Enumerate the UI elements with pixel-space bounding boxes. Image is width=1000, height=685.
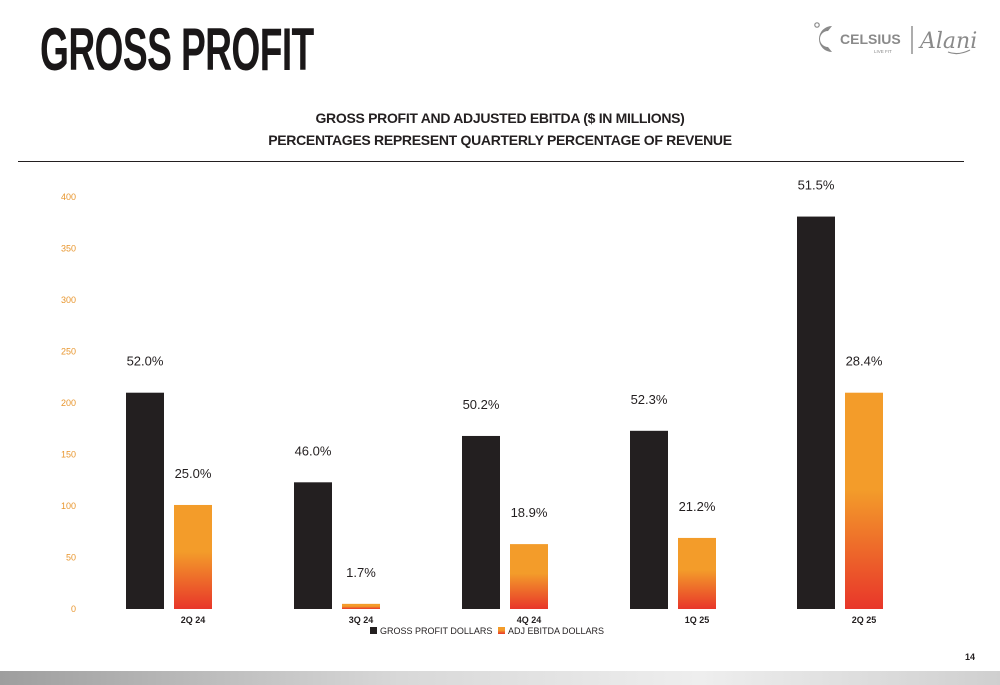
y-tick-label: 400: [61, 192, 76, 202]
gross-profit-bar: [126, 392, 164, 609]
legend-label-adj-ebitda: ADJ EBITDA DOLLARS: [508, 626, 604, 636]
legend-swatch-adj-ebitda: [498, 627, 505, 634]
title-divider: [18, 161, 964, 162]
adj-ebitda-bar: [510, 544, 548, 609]
gross-profit-data-label: 46.0%: [295, 443, 332, 458]
footer-bar: [0, 671, 1000, 685]
alani-logo-swash-icon: [947, 49, 971, 55]
bars: 52.0% 25.0% 46.0% 1.7% 50.2% 18.9% 52.3% 21.2% 5…: [126, 180, 883, 609]
x-tick-label: 2Q 25: [852, 615, 877, 625]
adj-ebitda-bar: [845, 392, 883, 609]
y-tick-label: 50: [66, 553, 76, 563]
x-tick-label: 1Q 25: [685, 615, 710, 625]
x-axis: 2Q 24 3Q 24 4Q 24 1Q 25 2Q 25: [181, 615, 877, 625]
y-tick-label: 150: [61, 450, 76, 460]
y-tick-label: 300: [61, 295, 76, 305]
gross-profit-data-label: 50.2%: [463, 397, 500, 412]
celsius-logo-tagline: LIVE FIT: [874, 49, 892, 54]
logo-area: CELSIUS LIVE FIT Alani: [808, 14, 984, 64]
gross-profit-data-label: 51.5%: [798, 180, 835, 193]
adj-ebitda-data-label: 21.2%: [679, 499, 716, 514]
y-axis: 0 50 100 150 200 250 300 350 400: [61, 192, 76, 614]
x-tick-label: 2Q 24: [181, 615, 206, 625]
gross-profit-bar: [462, 435, 500, 609]
legend-swatch-gross-profit: [370, 627, 377, 634]
adj-ebitda-data-label: 18.9%: [511, 505, 548, 520]
y-tick-label: 200: [61, 398, 76, 408]
alani-logo-text: Alani: [918, 29, 977, 54]
x-tick-label: 3Q 24: [349, 615, 374, 625]
y-tick-label: 250: [61, 347, 76, 357]
celsius-logo-icon: [814, 22, 832, 52]
y-tick-label: 0: [71, 604, 76, 614]
adj-ebitda-bar: [678, 537, 716, 609]
chart-subtitle: PERCENTAGES REPRESENT QUARTERLY PERCENTA…: [268, 132, 732, 148]
page-number: 14: [964, 652, 975, 662]
gross-profit-bar: [797, 216, 835, 609]
legend: GROSS PROFIT DOLLARS ADJ EBITDA DOLLARS: [370, 626, 604, 636]
adj-ebitda-data-label: 1.7%: [346, 565, 376, 580]
chart-title: GROSS PROFIT AND ADJUSTED EBITDA ($ IN M…: [315, 110, 685, 126]
y-tick-label: 350: [61, 244, 76, 254]
gross-profit-data-label: 52.0%: [127, 354, 164, 369]
legend-label-gross-profit: GROSS PROFIT DOLLARS: [380, 626, 492, 636]
gross-profit-data-label: 52.3%: [631, 392, 668, 407]
bar-chart: 0 50 100 150 200 250 300 350 400 52.0% 25.0% 46.0%…: [61, 180, 883, 636]
page-heading: GROSS PROFIT: [40, 16, 314, 83]
adj-ebitda-bar: [174, 504, 212, 609]
adj-ebitda-bar: [342, 603, 380, 609]
brand-logos: CELSIUS LIVE FIT Alani: [814, 22, 977, 55]
gross-profit-bar: [630, 430, 668, 609]
adj-ebitda-data-label: 25.0%: [175, 466, 212, 481]
gross-profit-bar: [294, 482, 332, 609]
adj-ebitda-data-label: 28.4%: [846, 354, 883, 369]
x-tick-label: 4Q 24: [517, 615, 542, 625]
celsius-logo-text: CELSIUS: [840, 31, 901, 47]
y-tick-label: 100: [61, 501, 76, 511]
